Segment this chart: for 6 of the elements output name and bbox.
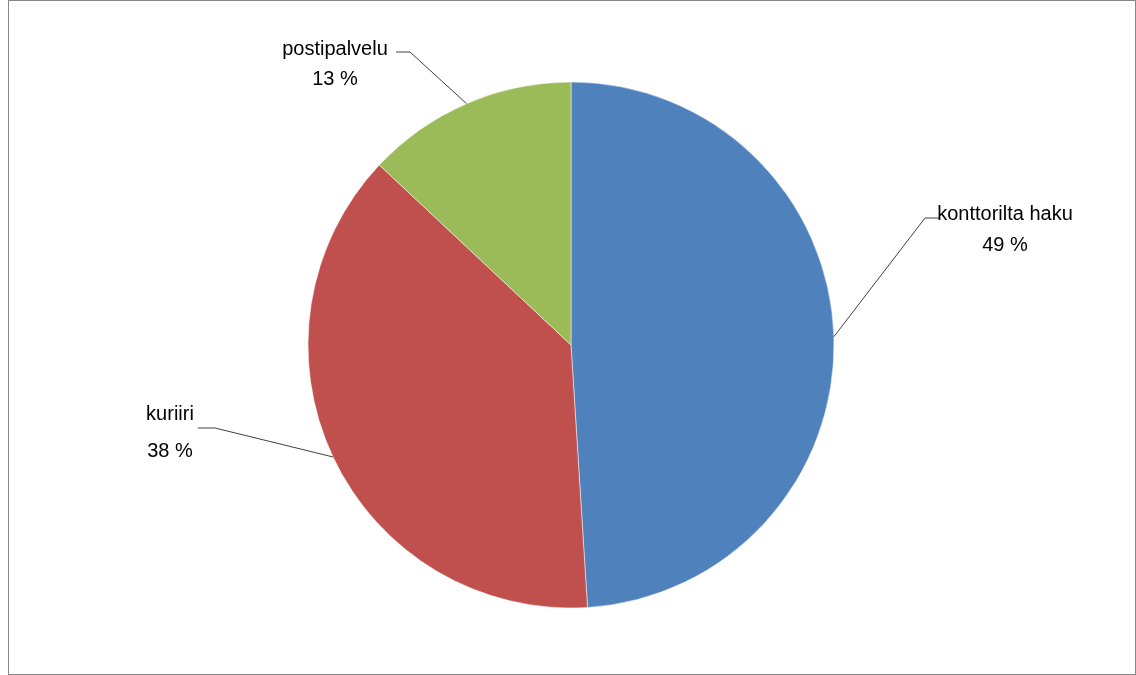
slice-label: postipalvelu [282,37,388,60]
data-label: 49 % [982,233,1029,256]
data-label: 38 % [147,439,194,462]
slice-label: konttorilta haku [937,202,1073,225]
data-label: 13 % [312,67,359,90]
slice-label: kuriiri [146,402,194,425]
